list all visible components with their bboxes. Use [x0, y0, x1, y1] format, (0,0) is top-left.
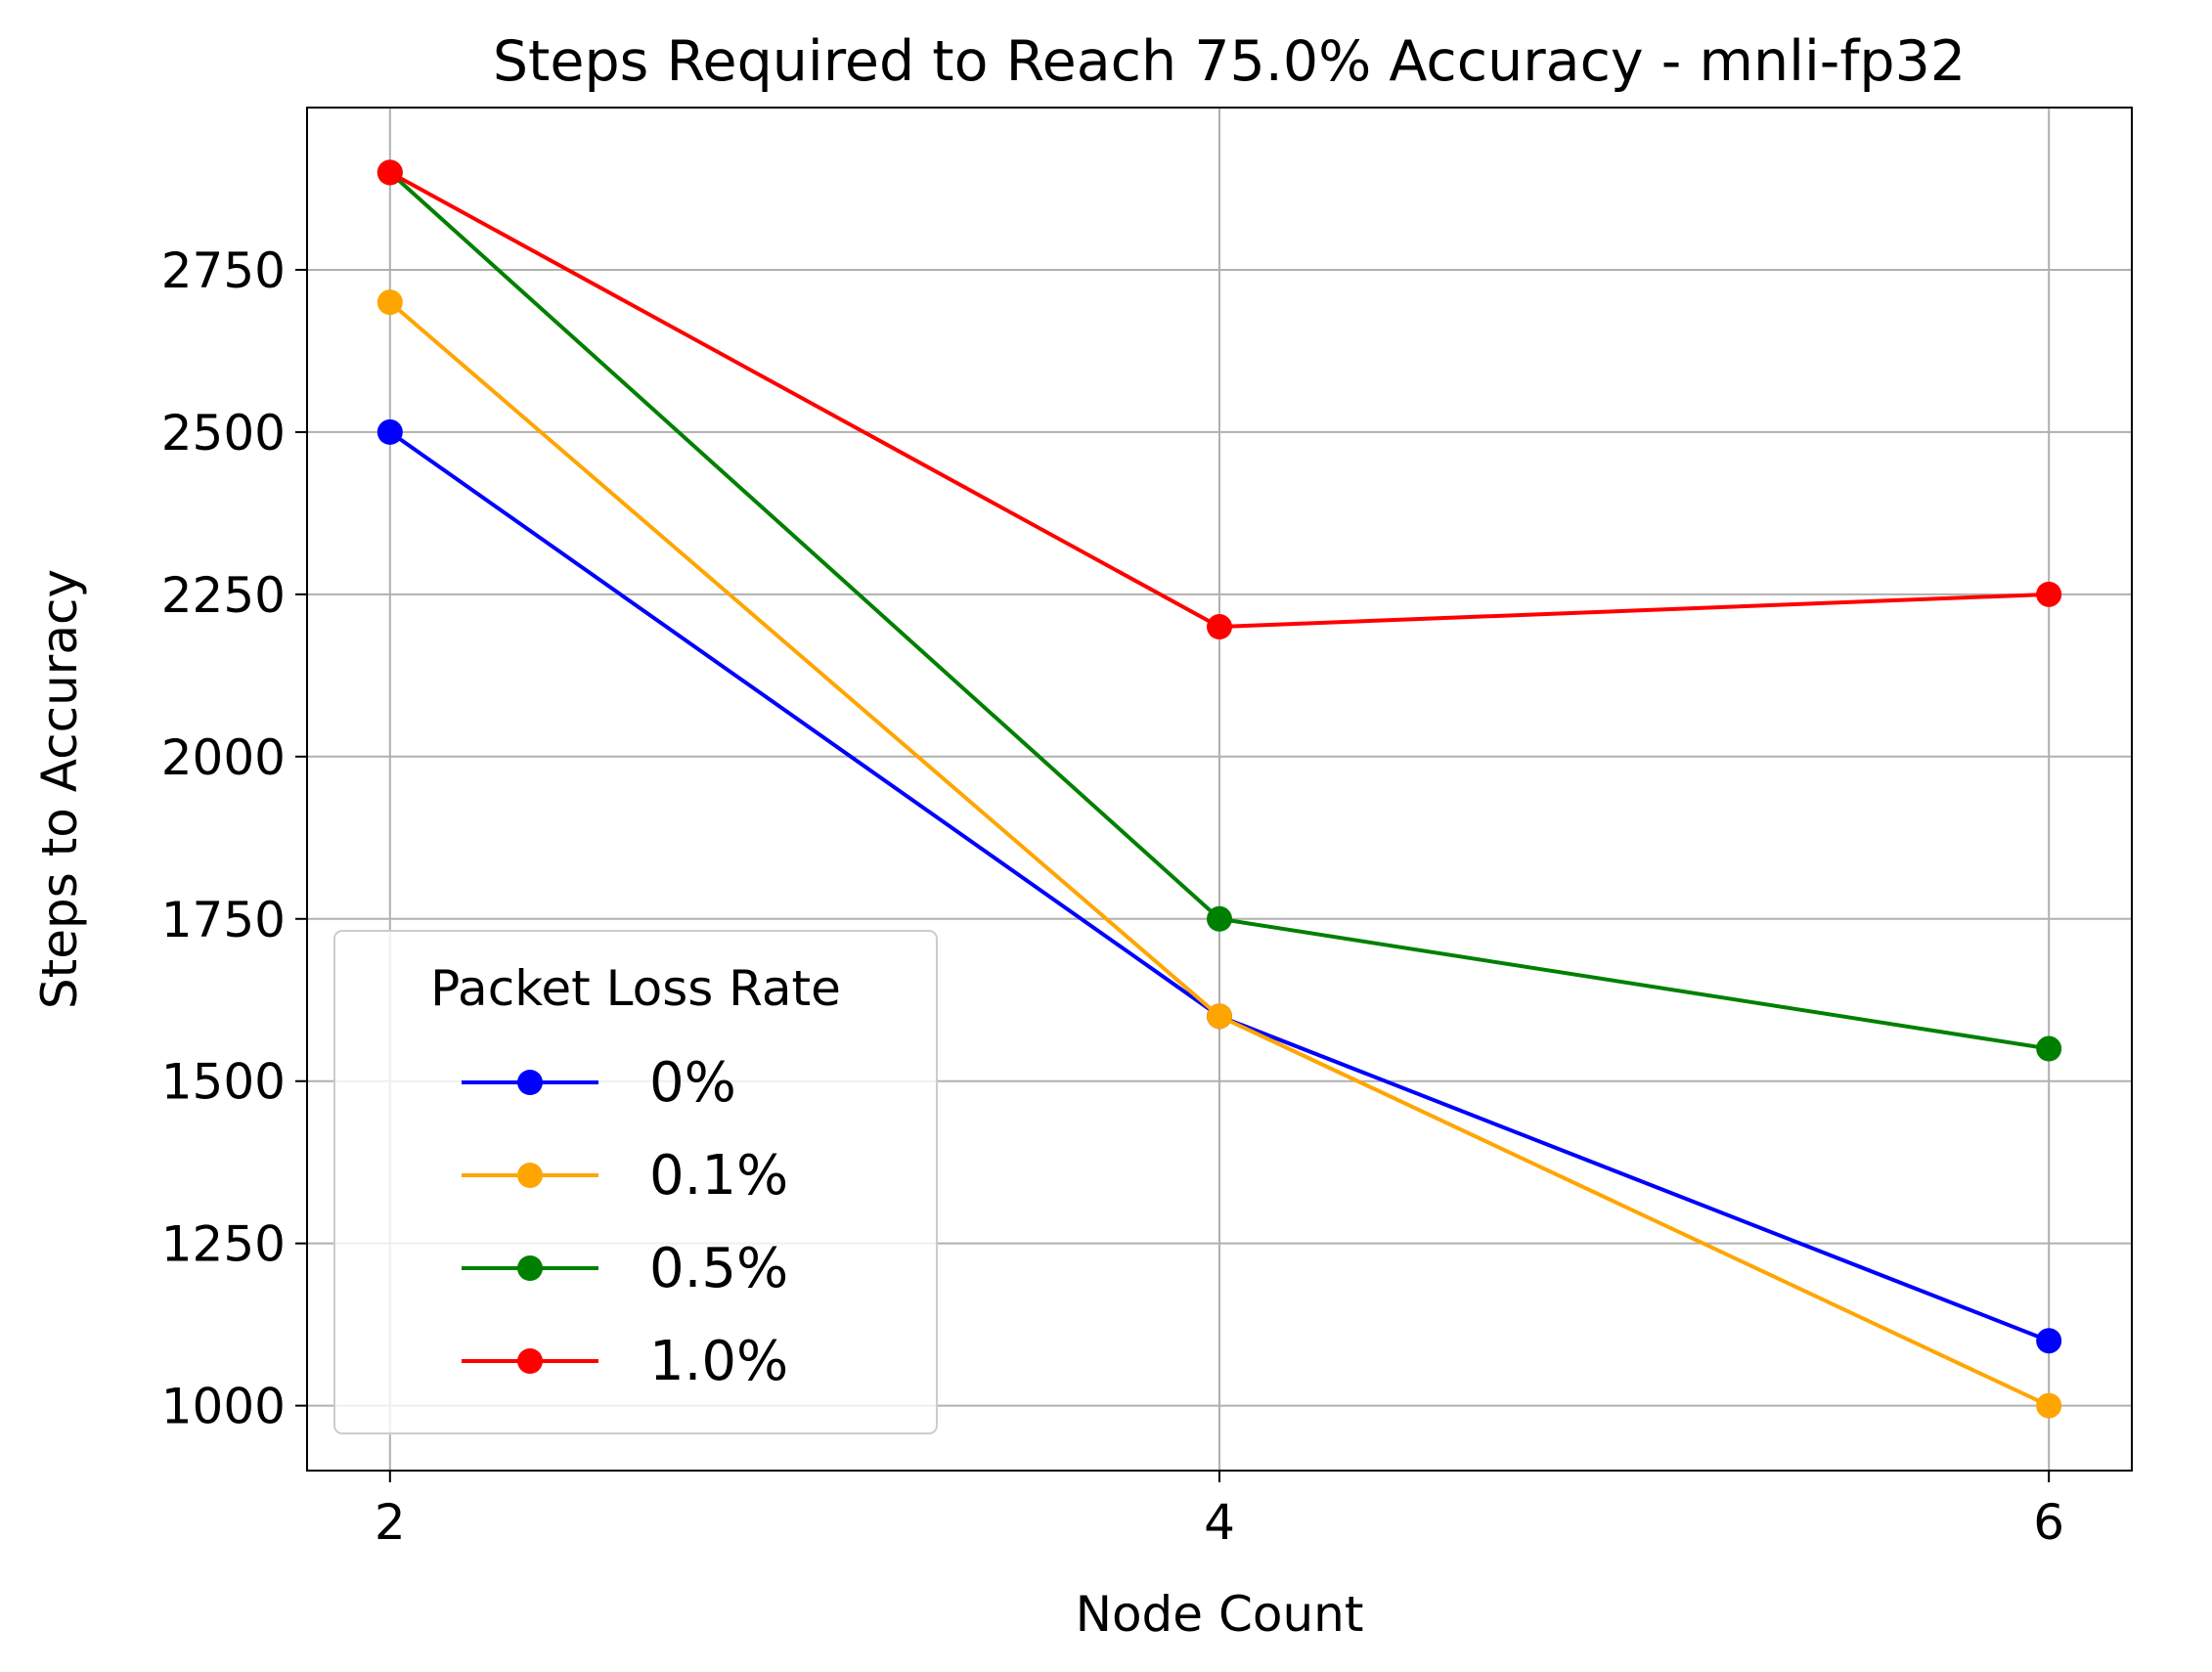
legend-box: [333, 930, 938, 1434]
legend-entry-label: 0.1%: [649, 1144, 788, 1208]
legend-entry-label: 1.0%: [649, 1330, 788, 1393]
legend-marker: [517, 1163, 543, 1188]
data-point: [2036, 581, 2062, 607]
data-point: [376, 418, 403, 445]
data-point: [1207, 614, 1232, 640]
legend: Packet Loss Rate 0% 0.1% 0.5% 1.0%: [333, 930, 938, 1434]
legend-entry-label: 0%: [649, 1051, 736, 1115]
y-tick-label: 1750: [161, 892, 286, 948]
x-tick-label: 6: [2033, 1494, 2064, 1551]
data-point: [1207, 905, 1232, 932]
y-tick-label: 2500: [161, 405, 286, 462]
legend-marker: [517, 1255, 543, 1281]
y-tick-label: 1000: [161, 1379, 286, 1435]
chart-title: Steps Required to Reach 75.0% Accuracy -…: [493, 29, 1966, 94]
x-tick-label: 2: [375, 1494, 406, 1551]
y-tick-label: 2750: [161, 242, 286, 299]
legend-entry-label: 0.5%: [649, 1237, 788, 1300]
data-point: [2036, 1035, 2062, 1062]
data-point: [2036, 1392, 2062, 1419]
x-tick-label: 4: [1204, 1494, 1235, 1551]
data-point: [1207, 1003, 1232, 1030]
data-point: [376, 289, 403, 316]
y-tick-label: 1250: [161, 1216, 286, 1273]
legend-marker: [517, 1070, 543, 1095]
x-axis-label: Node Count: [1076, 1586, 1364, 1643]
y-tick-label: 2250: [161, 567, 286, 624]
y-axis-label: Steps to Accuracy: [31, 569, 88, 1009]
data-point: [376, 159, 403, 186]
y-tick-label: 2000: [161, 729, 286, 786]
legend-title: Packet Loss Rate: [430, 960, 841, 1017]
data-point: [2036, 1328, 2062, 1354]
y-tick-label: 1500: [161, 1054, 286, 1111]
legend-marker: [517, 1348, 543, 1374]
